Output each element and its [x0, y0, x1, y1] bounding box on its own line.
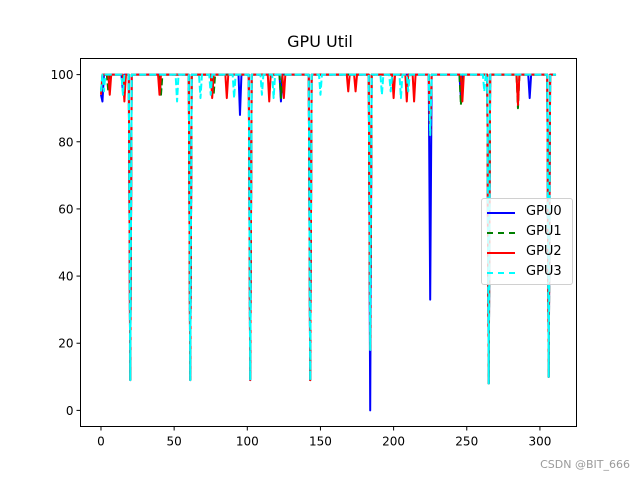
svg-text:150: 150: [309, 435, 332, 449]
y-axis: 0 20 40 60 80 100: [51, 68, 81, 418]
legend-swatch-gpu1: [487, 232, 515, 234]
series-line-gpu3: [99, 73, 557, 385]
plot-lines: [99, 73, 557, 412]
watermark: CSDN @BIT_666: [540, 458, 630, 471]
legend-swatch-gpu0: [487, 212, 515, 214]
svg-text:250: 250: [455, 435, 478, 449]
legend-item-gpu0: GPU0: [482, 203, 574, 223]
legend-swatch-gpu2: [487, 252, 515, 254]
svg-text:0: 0: [97, 435, 105, 449]
legend-label: GPU1: [526, 224, 562, 239]
svg-text:200: 200: [382, 435, 405, 449]
legend-label: GPU2: [526, 244, 562, 259]
svg-text:40: 40: [58, 270, 73, 284]
legend-item-gpu3: GPU3: [482, 263, 574, 283]
svg-text:300: 300: [528, 435, 551, 449]
svg-text:80: 80: [58, 135, 73, 149]
chart-title: GPU Util: [287, 32, 353, 51]
legend-label: GPU0: [526, 204, 562, 219]
axes-frame: [80, 58, 577, 427]
svg-text:50: 50: [166, 435, 181, 449]
svg-text:100: 100: [51, 68, 74, 82]
legend: GPU0 GPU1 GPU2 GPU3: [481, 198, 573, 285]
legend-label: GPU3: [526, 264, 562, 279]
legend-swatch-gpu3: [487, 272, 515, 274]
legend-item-gpu2: GPU2: [482, 243, 574, 263]
svg-text:0: 0: [66, 404, 74, 418]
legend-item-gpu1: GPU1: [482, 223, 574, 243]
x-axis: 0 50 100 150 200 250 300: [97, 426, 551, 449]
svg-text:100: 100: [236, 435, 259, 449]
svg-text:60: 60: [58, 202, 73, 216]
svg-text:20: 20: [58, 337, 73, 351]
